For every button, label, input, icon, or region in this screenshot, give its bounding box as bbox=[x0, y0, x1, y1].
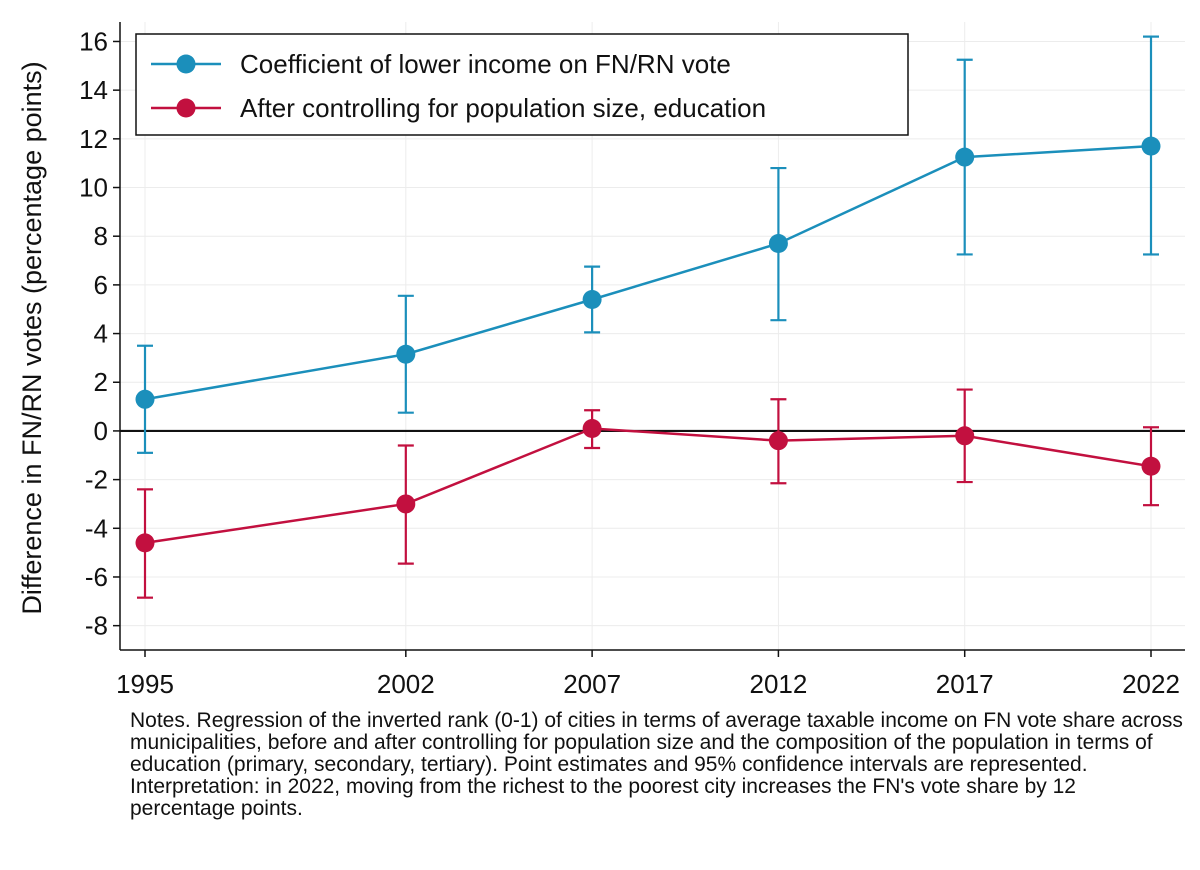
data-point bbox=[768, 431, 788, 451]
data-point bbox=[955, 426, 975, 446]
y-tick-label: 0 bbox=[94, 416, 108, 446]
y-tick-label: -6 bbox=[85, 562, 108, 592]
legend: Coefficient of lower income on FN/RN vot… bbox=[135, 33, 909, 136]
y-tick-label: -2 bbox=[85, 465, 108, 495]
tick-labels: 16 14 12 10 8 6 4 2 0 -2 -4 -6 -8 1995 2002 2007 2012 201… bbox=[79, 26, 1180, 699]
legend-item-2: After controlling for population size, e… bbox=[151, 93, 766, 123]
legend-label: After controlling for population size, e… bbox=[240, 93, 766, 123]
x-tick-label: 2022 bbox=[1122, 669, 1180, 699]
y-tick-label: 2 bbox=[94, 367, 108, 397]
y-tick-label: 16 bbox=[79, 26, 108, 56]
series-1 bbox=[135, 35, 1161, 454]
notes-text: Notes. Regression of the inverted rank (… bbox=[130, 709, 1183, 776]
axes bbox=[113, 22, 1185, 657]
notes: Notes. Regression of the inverted rank (… bbox=[130, 710, 1185, 820]
data-point bbox=[396, 344, 416, 364]
x-tick-label: 2007 bbox=[563, 669, 621, 699]
y-tick-label: -8 bbox=[85, 611, 108, 641]
y-tick-label: 6 bbox=[94, 270, 108, 300]
chart: 16 14 12 10 8 6 4 2 0 -2 -4 -6 -8 1995 2002 2007 2012 201… bbox=[17, 22, 1185, 699]
interpretation-text: Interpretation: in 2022, moving from the… bbox=[130, 775, 1076, 820]
data-point bbox=[135, 389, 155, 409]
legend-marker bbox=[176, 54, 196, 74]
y-tick-label: 10 bbox=[79, 173, 108, 203]
x-tick-label: 1995 bbox=[116, 669, 174, 699]
y-tick-label: 12 bbox=[79, 124, 108, 154]
data-point bbox=[135, 533, 155, 553]
data-point bbox=[955, 147, 975, 167]
data-point bbox=[582, 289, 602, 309]
data-point bbox=[396, 494, 416, 514]
y-tick-label: -4 bbox=[85, 513, 108, 543]
series-line bbox=[144, 427, 1152, 545]
y-tick-label: 4 bbox=[94, 319, 108, 349]
series-line bbox=[144, 144, 1152, 401]
series-2 bbox=[135, 388, 1161, 599]
y-tick-label: 8 bbox=[94, 221, 108, 251]
data-point bbox=[768, 234, 788, 254]
legend-box bbox=[135, 33, 909, 136]
x-tick-label: 2002 bbox=[377, 669, 435, 699]
y-axis-label: Difference in FN/RN votes (percentage po… bbox=[17, 61, 47, 614]
data-point bbox=[582, 418, 602, 438]
x-tick-label: 2017 bbox=[936, 669, 994, 699]
y-tick-label: 14 bbox=[79, 75, 108, 105]
legend-label: Coefficient of lower income on FN/RN vot… bbox=[240, 49, 731, 79]
x-tick-label: 2012 bbox=[749, 669, 807, 699]
series-group bbox=[135, 35, 1161, 599]
legend-item-1: Coefficient of lower income on FN/RN vot… bbox=[151, 49, 731, 79]
data-point bbox=[1141, 136, 1161, 156]
legend-marker bbox=[176, 98, 196, 118]
data-point bbox=[1141, 456, 1161, 476]
